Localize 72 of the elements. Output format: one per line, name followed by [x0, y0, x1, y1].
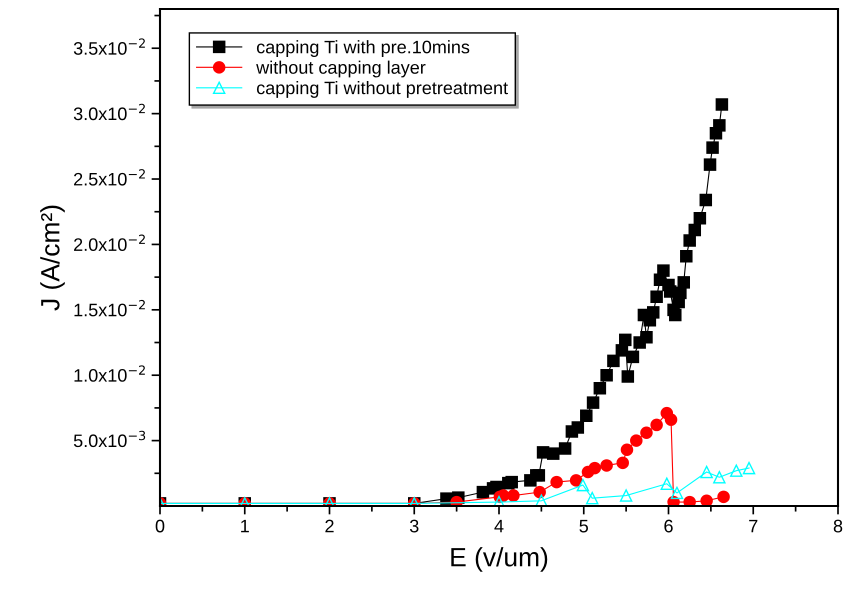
point: [570, 474, 582, 487]
point: [580, 410, 593, 422]
point: [669, 308, 682, 322]
y-tick-label: 1.0x10$^{−2}$: [74, 365, 145, 382]
point: [507, 489, 520, 502]
point: [713, 470, 726, 484]
x-tick-label: 1: [241, 520, 249, 532]
point: [546, 447, 560, 460]
point: [586, 492, 598, 504]
point: [532, 469, 546, 482]
y-tick-label: 2.5x10$^{−2}$: [74, 169, 145, 186]
point: [706, 141, 719, 154]
point: [620, 444, 634, 456]
x-tick-label: 8: [834, 520, 842, 532]
point: [650, 418, 663, 432]
point: [704, 158, 716, 171]
legend-label: capping Ti with pre.10mins: [256, 40, 470, 57]
point: [630, 434, 643, 447]
point: [650, 290, 663, 303]
point: [688, 224, 702, 236]
point: [586, 396, 600, 409]
point: [622, 370, 634, 383]
legend-label: without capping layer: [256, 60, 426, 78]
point: [660, 478, 674, 490]
y-axis-title: J (A/cm²): [40, 206, 65, 311]
point: [730, 464, 743, 477]
point: [742, 462, 756, 474]
x-tick-label: 5: [579, 520, 588, 532]
point: [607, 354, 620, 368]
point: [700, 494, 713, 506]
point: [640, 426, 653, 440]
y-tick-label: 2.0x10$^{−2}$: [74, 234, 145, 252]
point: [664, 413, 678, 426]
point: [550, 476, 563, 488]
point: [680, 250, 693, 262]
y-tick-label: 3.0x10$^{−2}$: [74, 104, 145, 120]
point: [505, 476, 518, 488]
x-tick-label: 2: [325, 520, 334, 532]
y-tick-label: 5.0x10$^{−3}$: [74, 430, 146, 448]
point: [594, 382, 606, 395]
point: [600, 459, 613, 472]
point: [626, 350, 640, 364]
point: [576, 478, 590, 492]
point: [713, 119, 726, 132]
point: [640, 331, 653, 344]
point: [588, 462, 602, 474]
point: [716, 98, 728, 111]
x-tick-label: 7: [749, 520, 758, 532]
point: [670, 486, 684, 500]
point: [558, 442, 572, 455]
x-tick-label: 0: [156, 520, 164, 532]
point: [700, 194, 712, 206]
legend-label: capping Ti without pretreatment: [256, 81, 508, 98]
point: [683, 496, 696, 506]
point: [600, 368, 613, 382]
point: [620, 489, 632, 502]
y-tick-label: 1.5x10$^{−2}$: [74, 300, 145, 316]
point: [700, 466, 713, 478]
y-tick-label: 3.5x10$^{−2}$: [74, 38, 145, 55]
point: [646, 306, 660, 319]
x-tick-label: 3: [410, 520, 418, 532]
point: [694, 212, 706, 225]
point: [717, 490, 730, 504]
point: [619, 334, 632, 346]
point: [678, 276, 690, 289]
point: [572, 421, 584, 434]
point: [616, 456, 629, 470]
point: [533, 486, 546, 498]
x-tick-label: 6: [664, 520, 673, 532]
x-tick-label: 4: [494, 520, 504, 532]
x-axis-title: E (v/um): [451, 547, 548, 572]
point: [657, 264, 670, 277]
